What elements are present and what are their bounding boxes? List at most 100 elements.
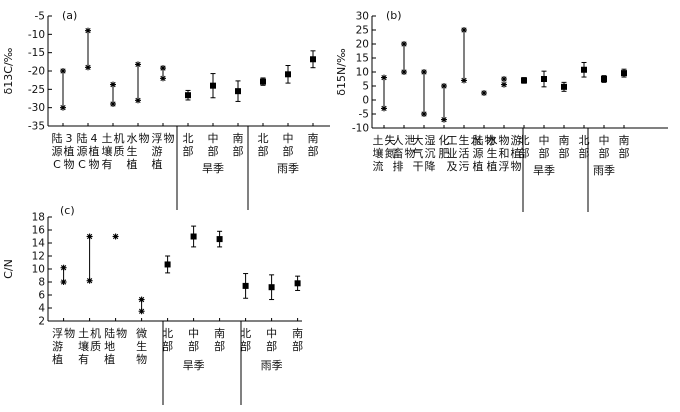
category-label-char: 物 <box>499 133 510 147</box>
category-label-char: 中 <box>266 327 277 340</box>
mean-marker <box>581 66 587 73</box>
mean-marker <box>561 83 567 90</box>
category-label-char: 部 <box>619 146 630 160</box>
y-tick-label: -5 <box>35 11 45 23</box>
category-label-char: 物 <box>511 159 522 173</box>
category-label-char: 氮 <box>385 146 396 160</box>
category-label-char: 陆 <box>52 131 63 145</box>
category-label-char: 微 <box>136 326 147 340</box>
category-label-char: 生 <box>127 144 138 158</box>
y-tick-label: 2 <box>38 316 45 328</box>
category-label-char: 生 <box>487 146 498 160</box>
category-label-char: 降 <box>425 159 436 173</box>
range-min-marker <box>138 308 145 314</box>
mean-marker <box>521 77 527 84</box>
category-label-char: 壤 <box>102 144 113 158</box>
category-label-char: 北 <box>240 327 251 340</box>
mean-marker <box>242 282 249 289</box>
category-label-char: 土 <box>373 134 384 147</box>
y-tick-label: 4 <box>38 303 45 315</box>
category-label-char: 4 <box>91 132 98 145</box>
category-label-char: 物 <box>64 157 75 171</box>
category-label-char: 源 <box>473 146 484 160</box>
category-label-char: 中 <box>539 134 550 147</box>
category-label-char: 植 <box>104 352 115 366</box>
category-label-char: 南 <box>619 134 630 147</box>
season-label: 旱季 <box>202 162 224 175</box>
category-label-char: 部 <box>208 144 219 158</box>
range-min-marker <box>381 105 387 112</box>
y-tick-label: -5 <box>359 109 369 121</box>
range-max-marker <box>60 265 67 271</box>
y-tick-label: 12 <box>32 251 45 263</box>
y-tick-label: 16 <box>32 225 46 237</box>
y-tick-label: -20 <box>28 66 45 78</box>
y-tick-label: 0 <box>362 95 369 107</box>
y-tick-label: 15 <box>356 53 369 65</box>
y-tick-label: 25 <box>356 25 369 37</box>
category-label-char: 物 <box>164 131 175 145</box>
season-label: 旱季 <box>183 359 205 372</box>
category-label-char: 壤 <box>373 146 384 160</box>
panel-0: -35-30-25-20-15-10-5δ13C/‰(a)陆源C3植物陆源C4植… <box>2 9 330 210</box>
category-label-char: 中 <box>599 134 610 147</box>
category-label-char: 南 <box>233 132 244 145</box>
category-label-char: 畜 <box>393 146 404 160</box>
mean-marker <box>260 78 266 85</box>
category-label-char: 物 <box>89 157 100 171</box>
category-label-char: 游 <box>52 340 63 353</box>
mean-marker <box>190 233 197 240</box>
range-max-marker <box>381 74 387 81</box>
y-axis-title: C/N <box>2 259 15 279</box>
y-tick-label: 18 <box>32 212 45 224</box>
mean-marker <box>268 284 275 291</box>
category-label-char: 源 <box>77 144 88 158</box>
category-label-char: 生 <box>459 133 470 147</box>
range-min-marker <box>112 233 119 240</box>
category-label-char: 及 <box>447 160 458 173</box>
category-label-char: 水 <box>487 134 498 147</box>
y-tick-label: 10 <box>356 67 369 79</box>
category-label-char: 业 <box>447 147 458 160</box>
category-label-char: 有 <box>78 352 89 366</box>
range-max-marker <box>160 65 166 71</box>
category-label-char: 部 <box>308 144 319 158</box>
mean-marker <box>235 88 241 95</box>
range-max-marker <box>441 83 447 89</box>
y-tick-label: -35 <box>28 121 45 133</box>
mean-marker <box>185 92 191 99</box>
category-label-char: 北 <box>579 134 590 147</box>
category-label-char: 植 <box>127 157 138 171</box>
category-label-char: 大 <box>413 133 424 147</box>
y-tick-label: 20 <box>356 39 369 51</box>
panel-label: (c) <box>60 204 75 217</box>
category-label-char: 植 <box>511 146 522 160</box>
range-max-marker <box>501 76 507 82</box>
category-label-char: 浮 <box>52 327 63 340</box>
category-label-char: 植 <box>52 352 63 366</box>
range-max-marker <box>401 41 407 47</box>
range-min-marker <box>60 105 66 111</box>
range-min-marker <box>60 279 67 285</box>
category-label-char: 干 <box>413 160 424 173</box>
mean-marker <box>621 70 627 77</box>
category-label-char: 部 <box>266 339 277 353</box>
mean-marker <box>285 71 291 78</box>
category-label-char: 南 <box>214 327 225 340</box>
y-tick-label: -30 <box>28 102 45 114</box>
y-tick-label: 30 <box>356 11 369 23</box>
category-label-char: C <box>53 158 61 171</box>
season-label: 旱季 <box>533 164 555 177</box>
category-label-char: 气 <box>413 146 424 160</box>
category-label-char: 陆 <box>473 133 484 147</box>
range-min-marker <box>110 101 116 107</box>
y-tick-label: -10 <box>352 123 369 135</box>
category-label-char: 物 <box>139 131 150 145</box>
range-min-marker <box>461 77 467 84</box>
range-max-marker <box>86 233 93 240</box>
category-label-char: 部 <box>162 339 173 353</box>
category-label-char: 部 <box>240 339 251 353</box>
category-label-char: 3 <box>66 132 73 145</box>
